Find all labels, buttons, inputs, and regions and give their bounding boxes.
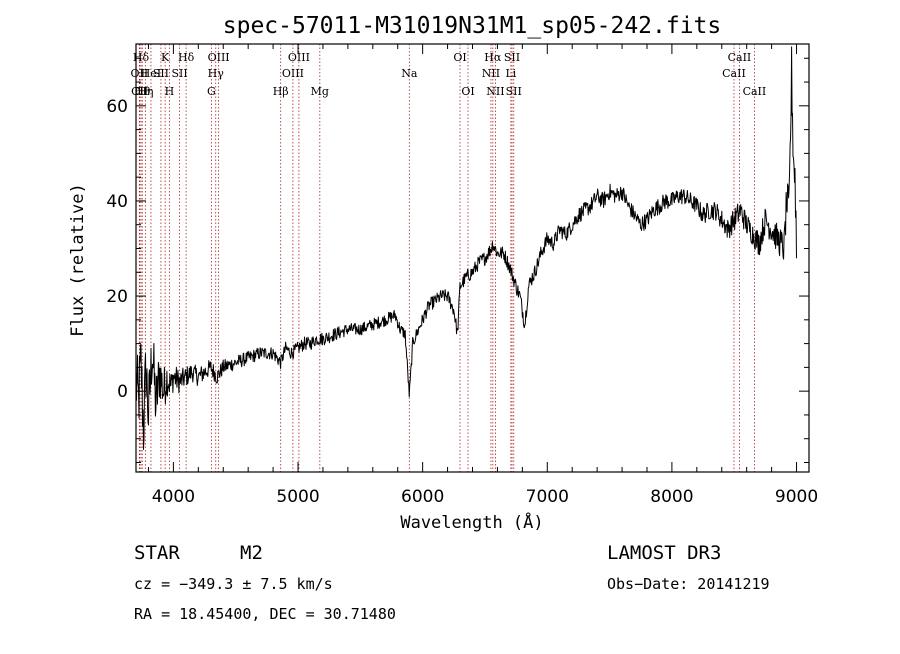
survey-name: LAMOST DR3 xyxy=(607,542,721,564)
emission-line-label: SII xyxy=(172,67,188,80)
x-axis-label: Wavelength (Å) xyxy=(400,511,543,533)
object-type: STAR xyxy=(134,542,180,564)
emission-line-label: CaII xyxy=(728,51,752,64)
emission-line-label: CaII xyxy=(743,85,767,98)
x-tick-label: 8000 xyxy=(650,487,693,507)
emission-line-label: Hγ xyxy=(208,67,225,80)
emission-line-label: Mg xyxy=(311,85,329,98)
emission-line-label: Hα xyxy=(484,51,502,64)
axis-ticks xyxy=(136,44,809,472)
emission-line-label: Hδ xyxy=(133,51,150,64)
emission-line-label: Na xyxy=(401,67,418,80)
x-tick-label: 6000 xyxy=(401,487,444,507)
y-tick-label: 20 xyxy=(106,287,128,307)
x-tick-label: 7000 xyxy=(526,487,569,507)
emission-line-label: Hβ xyxy=(273,85,289,98)
chart-title: spec-57011-M31019N31M1_sp05-242.fits xyxy=(223,13,722,39)
emission-line-label: OII xyxy=(131,67,149,80)
emission-line-label: CaII xyxy=(722,67,746,80)
emission-line-label: SII xyxy=(153,67,169,80)
x-tick-label: 5000 xyxy=(276,487,319,507)
redshift-cz: cz = −349.3 ± 7.5 km/s xyxy=(134,575,333,593)
emission-line-label: G xyxy=(207,85,216,98)
x-tick-label: 4000 xyxy=(152,487,195,507)
spectrum-line xyxy=(135,46,797,450)
observation-date: Obs−Date: 20141219 xyxy=(607,575,770,593)
object-subclass: M2 xyxy=(240,542,263,564)
x-tick-label: 9000 xyxy=(775,487,818,507)
emission-line-label: OIII xyxy=(282,67,304,80)
emission-line-label: NII xyxy=(486,85,504,98)
emission-line-label: Hη xyxy=(137,85,153,98)
emission-line-markers xyxy=(138,44,755,472)
emission-line-label: Hθ xyxy=(134,85,151,98)
emission-line-label: Li xyxy=(505,67,516,80)
emission-line-label: Hδ xyxy=(178,51,195,64)
emission-line-label: K xyxy=(161,51,170,64)
emission-line-label: H xyxy=(165,85,175,98)
plot-frame xyxy=(135,43,810,473)
emission-line-label: SII xyxy=(504,51,520,64)
emission-line-label: HeI xyxy=(141,67,161,80)
emission-line-label: NII xyxy=(482,67,500,80)
emission-line-label: OI xyxy=(453,51,466,64)
emission-line-label: OI xyxy=(461,85,474,98)
emission-line-label: SII xyxy=(506,85,522,98)
y-axis-label: Flux (relative) xyxy=(68,183,88,337)
emission-line-label: OIII xyxy=(208,51,230,64)
emission-line-labels: HδOIICIIHθHηHeIKSIIHHδSIIOIIIHγGOIIIOIII… xyxy=(131,51,767,98)
y-tick-label: 40 xyxy=(106,192,128,212)
emission-line-label: OIII xyxy=(288,51,310,64)
axis-tick-labels: 4000 5000 6000 7000 8000 9000 0 20 40 60 xyxy=(106,97,818,507)
y-tick-label: 0 xyxy=(117,382,128,402)
coordinates: RA = 18.45400, DEC = 30.71480 xyxy=(134,605,396,623)
y-tick-label: 60 xyxy=(106,97,128,117)
